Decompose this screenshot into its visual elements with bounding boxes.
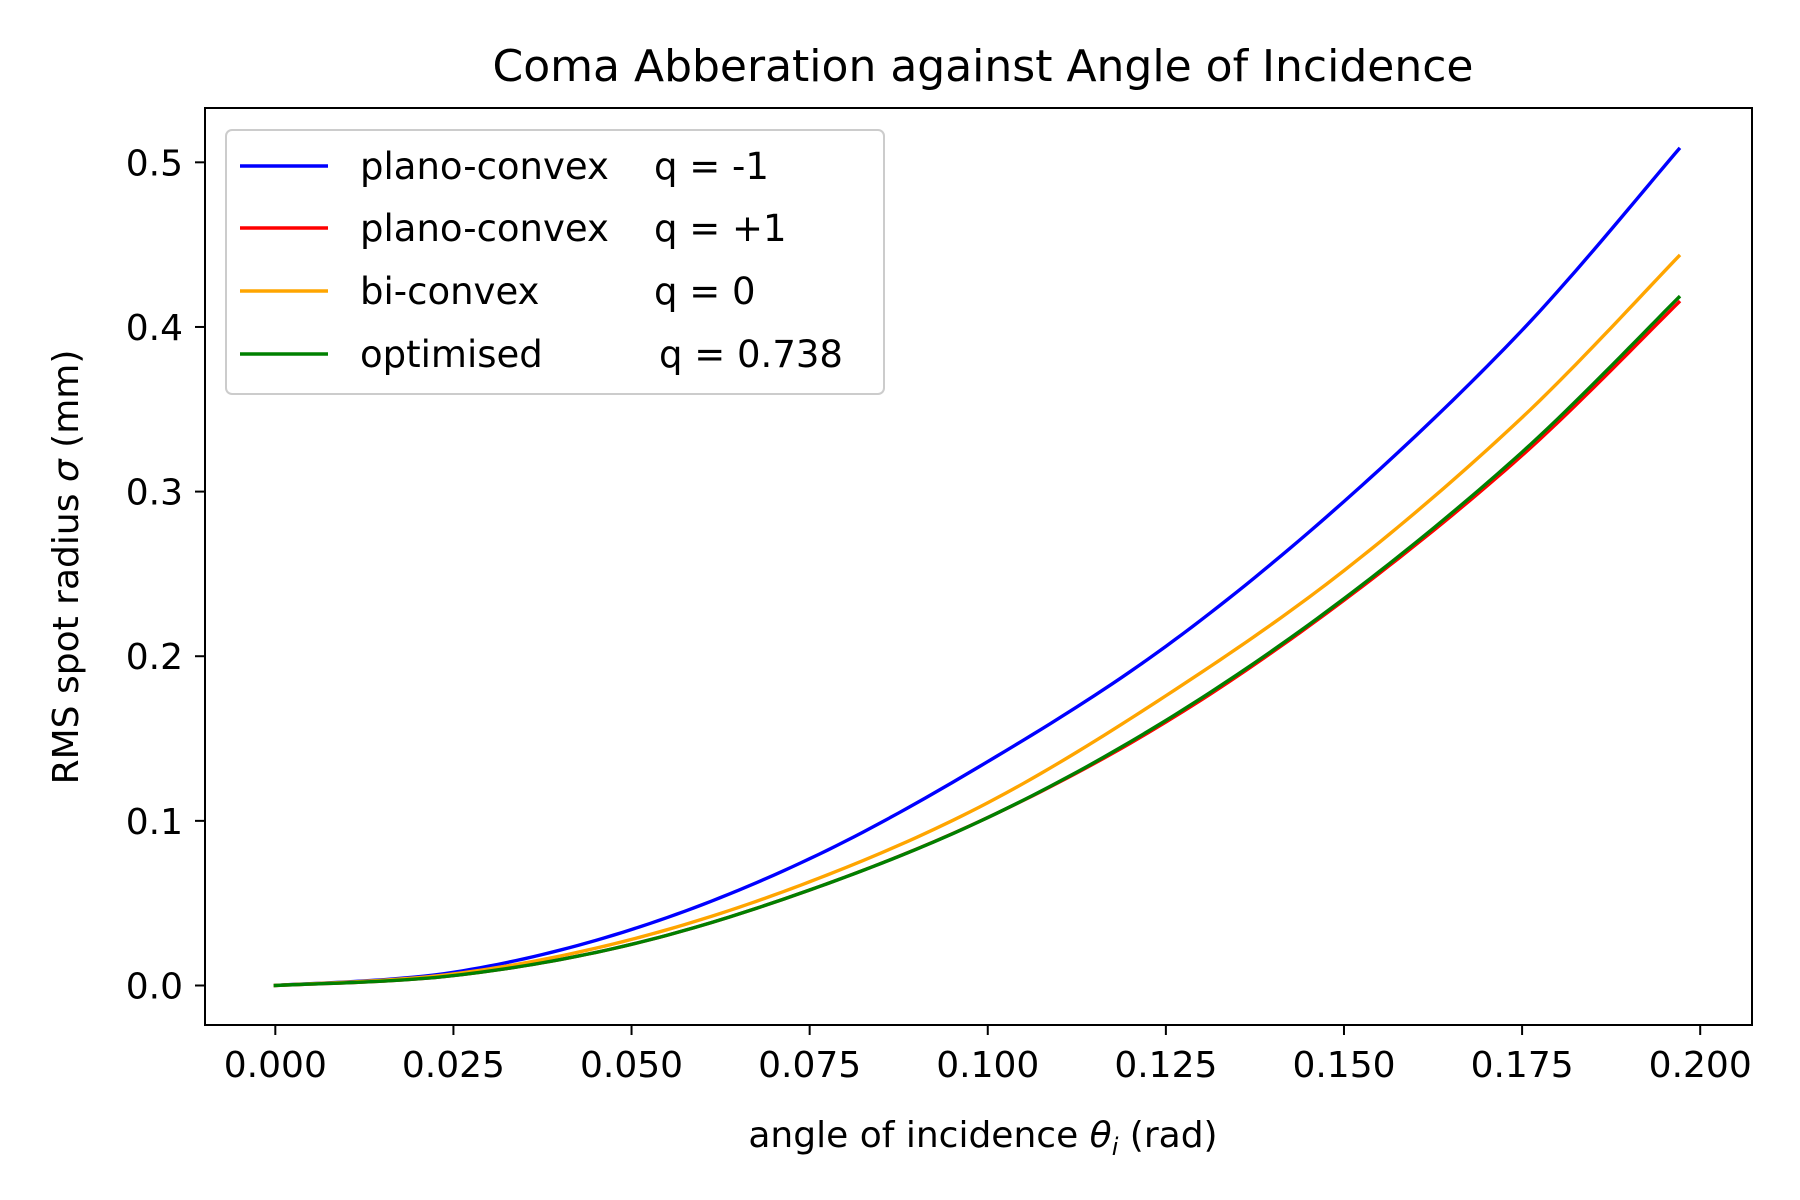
y-tick-label: 0.3 (126, 473, 183, 514)
chart-title: Coma Abberation against Angle of Inciden… (493, 41, 1474, 92)
y-axis-ticks: 0.0 0.1 0.2 0.3 0.4 0.5 (126, 143, 205, 1007)
x-tick-label: 0.150 (1292, 1045, 1395, 1086)
legend-q-value: q = -1 (654, 145, 769, 188)
y-tick-label: 0.0 (126, 966, 183, 1007)
y-tick-label: 0.5 (126, 143, 183, 184)
legend-label: optimised (360, 333, 543, 376)
legend-q-value: q = 0.738 (659, 333, 843, 376)
legend-label: plano-convex (360, 207, 609, 250)
x-tick-label: 0.025 (402, 1045, 505, 1086)
x-tick-label: 0.175 (1471, 1045, 1574, 1086)
x-axis-ticks: 0.000 0.025 0.050 0.075 0.100 0.125 0.150 0.175… (224, 1025, 1752, 1086)
legend: plano-convex q = -1 plano-convex q = +1 bi-c… (225, 129, 885, 395)
y-axis-label: RMS spot radius σ (mm) (46, 350, 87, 785)
x-axis-label: angle of incidence θi (rad) (748, 1115, 1217, 1161)
plot-area (273, 146, 1682, 988)
legend-q-value: q = +1 (654, 207, 787, 250)
x-tick-label: 0.075 (758, 1045, 861, 1086)
series-line-4 (273, 294, 1682, 988)
y-tick-label: 0.1 (126, 802, 183, 843)
series-line-2 (273, 299, 1682, 988)
x-tick-label: 0.000 (224, 1045, 327, 1086)
x-tick-label: 0.200 (1649, 1045, 1752, 1086)
y-tick-label: 0.2 (126, 637, 183, 678)
x-tick-label: 0.125 (1114, 1045, 1217, 1086)
plot-frame (204, 107, 1753, 1026)
y-tick-label: 0.4 (126, 308, 183, 349)
legend-box (225, 129, 885, 395)
legend-label: bi-convex (360, 270, 539, 313)
x-tick-label: 0.050 (580, 1045, 683, 1086)
series-line-1 (273, 146, 1682, 988)
legend-label: plano-convex (360, 145, 609, 188)
series-line-3 (273, 253, 1682, 988)
legend-q-value: q = 0 (654, 270, 756, 313)
x-tick-label: 0.100 (936, 1045, 1039, 1086)
